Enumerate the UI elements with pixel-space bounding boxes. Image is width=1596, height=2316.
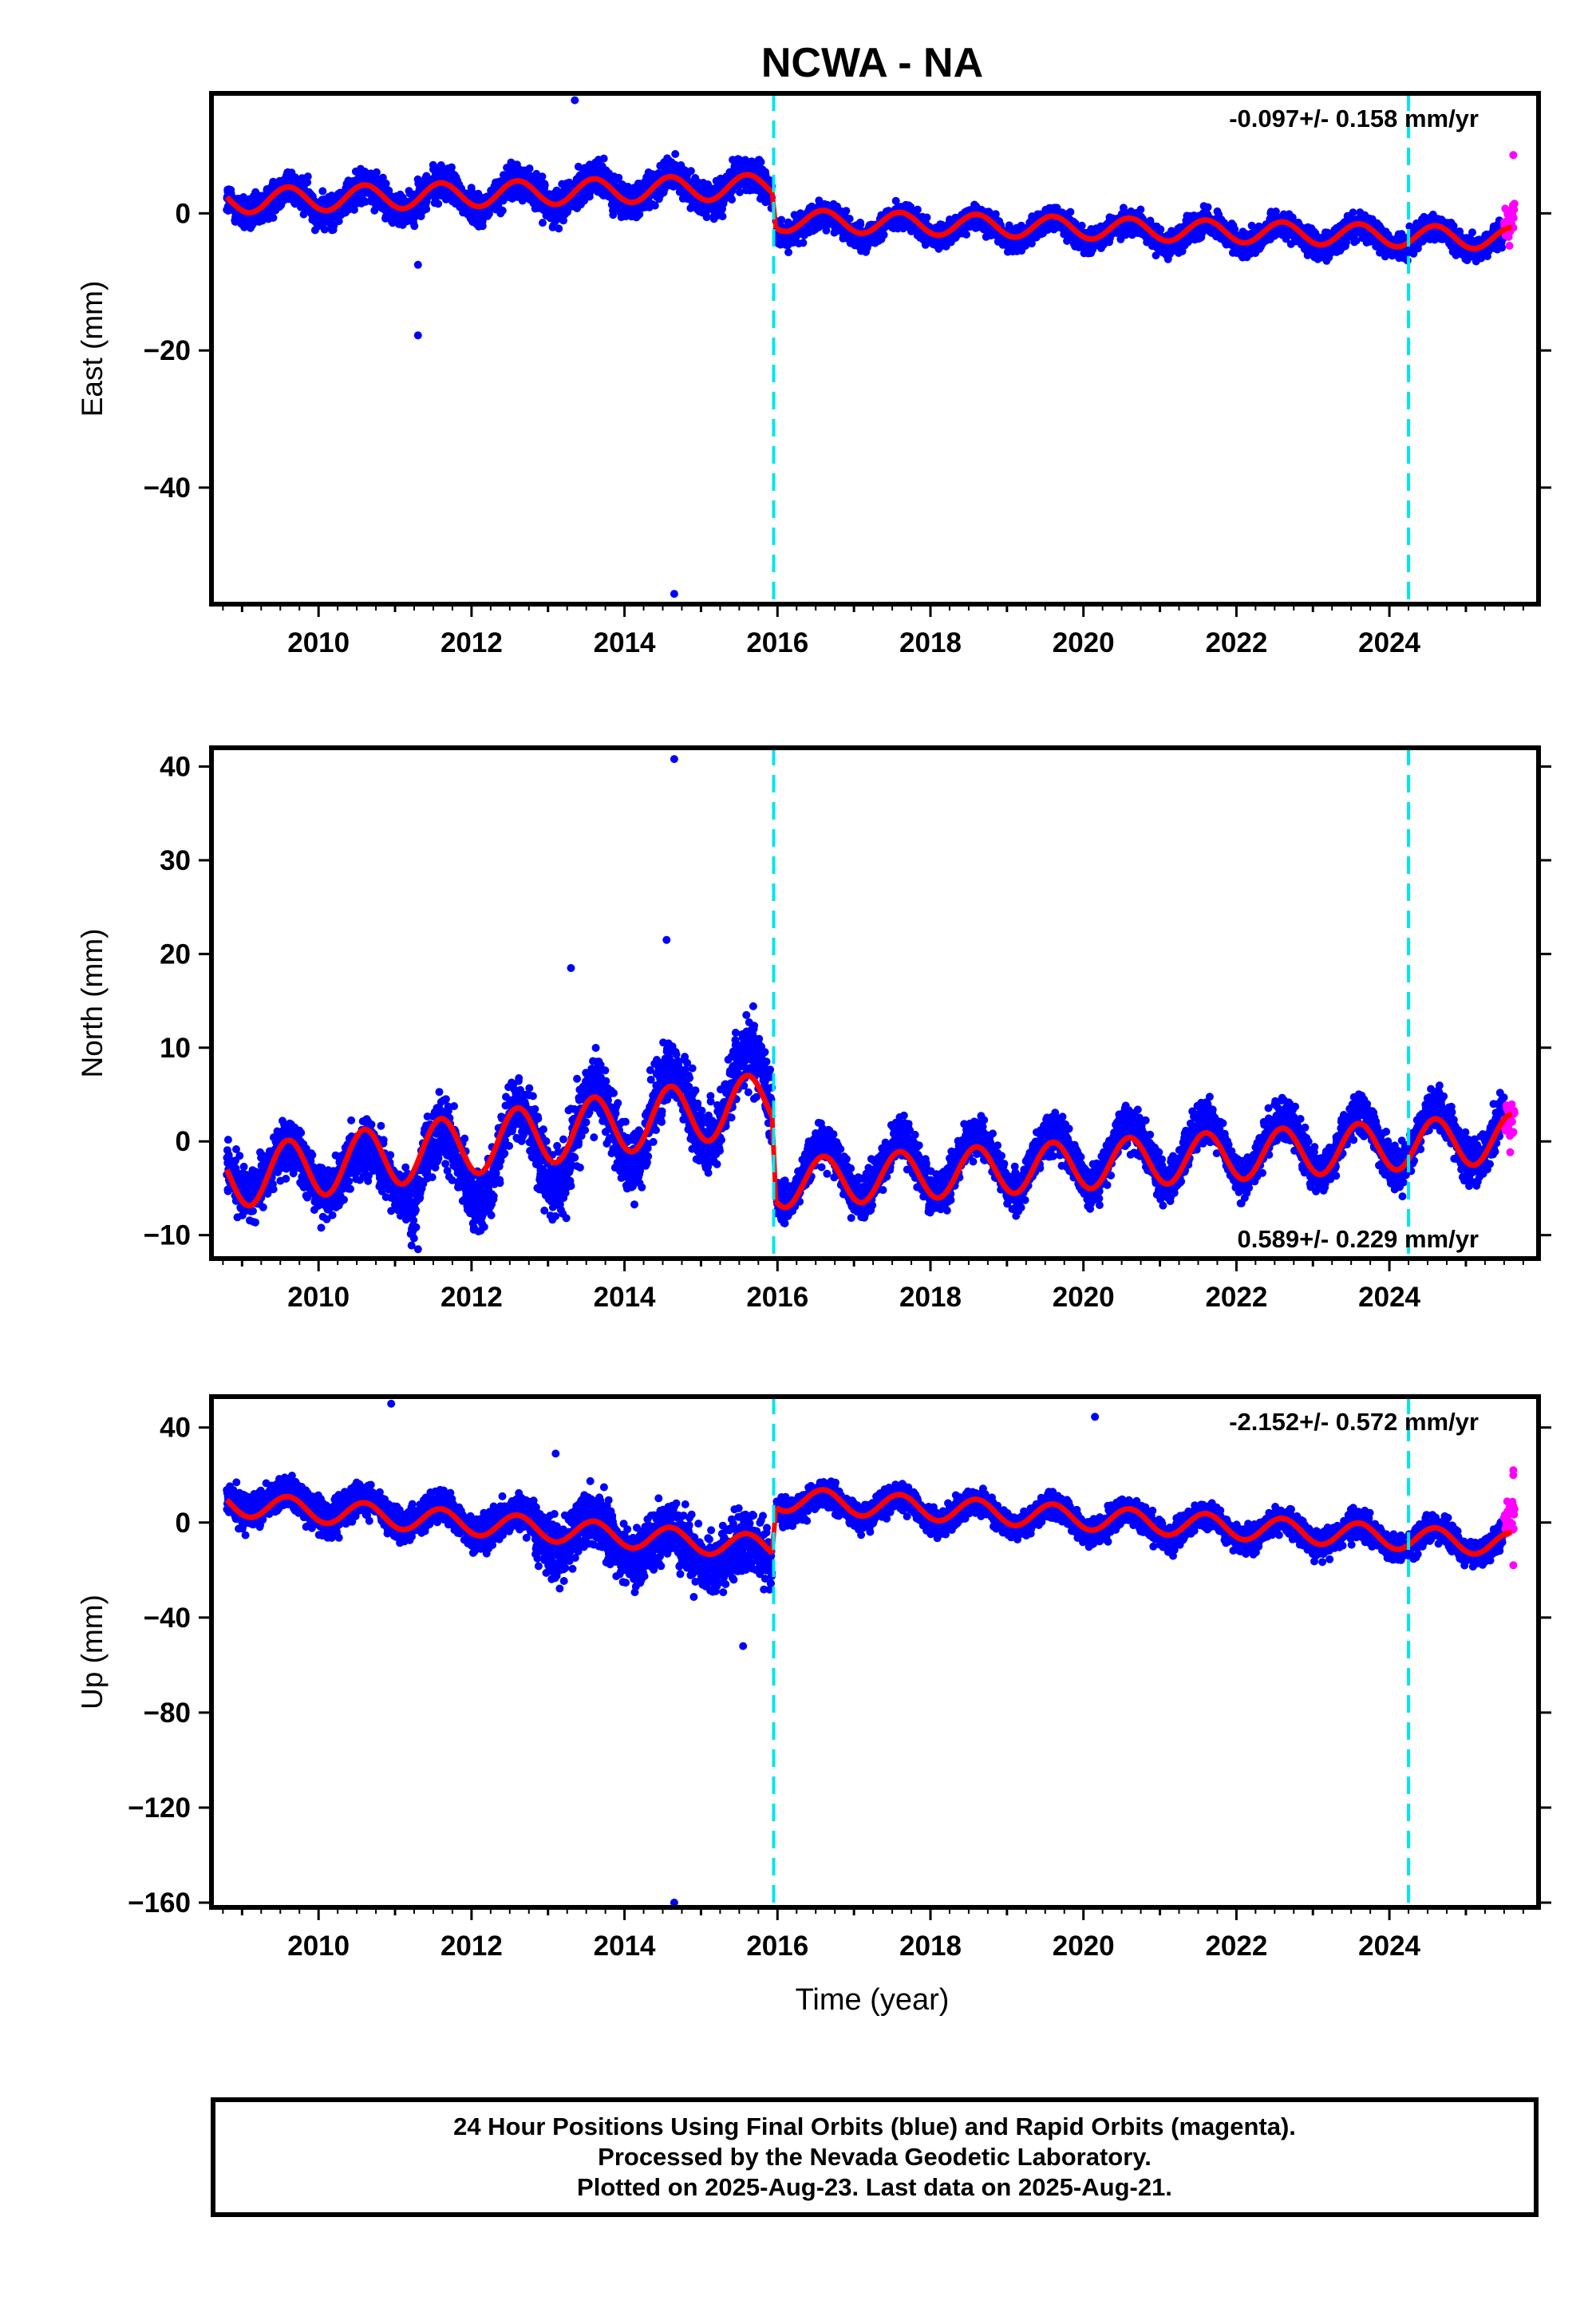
model-fit-line xyxy=(224,172,774,216)
y-axis-label: Up (mm) xyxy=(76,1595,109,1709)
plot-area xyxy=(223,748,1519,1259)
caption-line-1: 24 Hour Positions Using Final Orbits (bl… xyxy=(453,2112,1296,2140)
y-tick-label: 10 xyxy=(160,1033,191,1064)
panel-2: 2010 2012 2014 2016 2018 2020 2022 202440302010… xyxy=(76,745,1551,1313)
y-tick-label: 40 xyxy=(160,1413,191,1444)
y-tick-label: −40 xyxy=(144,472,191,504)
rate-label: -0.097+/- 0.158 mm/yr xyxy=(1229,105,1479,132)
y-tick-label: −20 xyxy=(144,335,191,366)
final-orbit-points xyxy=(223,1399,1508,1907)
x-axis-label: Time (year) xyxy=(796,1983,950,2017)
x-tick-label: 2024 xyxy=(1358,1931,1420,1962)
y-tick-label: −10 xyxy=(144,1220,191,1251)
y-tick-label: −40 xyxy=(144,1603,191,1634)
x-tick-label: 2022 xyxy=(1205,1282,1267,1313)
x-tick-label: 2020 xyxy=(1053,627,1115,658)
x-tick-label: 2012 xyxy=(440,1282,503,1313)
x-tick-label: 2018 xyxy=(899,1282,962,1313)
x-tick-label: 2010 xyxy=(287,1931,350,1962)
y-tick-label: 0 xyxy=(176,198,191,229)
x-tick-label: 2016 xyxy=(746,627,808,658)
plot-area xyxy=(223,1397,1519,1907)
panel-3: 2010 2012 2014 2016 2018 2020 2022 2024 40 0 −40 −8… xyxy=(76,1394,1551,1962)
x-tick-label: 2022 xyxy=(1205,627,1267,658)
y-tick-label: 20 xyxy=(160,939,191,970)
y-axis-label: East (mm) xyxy=(76,281,109,417)
x-tick-label: 2012 xyxy=(440,627,503,658)
model-fit-line xyxy=(773,1111,1513,1211)
model-fit-line xyxy=(774,1487,1513,1557)
x-tick-label: 2020 xyxy=(1053,1282,1115,1313)
figure-title: NCWA - NA xyxy=(761,40,983,86)
rapid-orbit-points xyxy=(1499,1466,1519,1570)
y-tick-label: −80 xyxy=(144,1697,191,1729)
rapid-orbit-points xyxy=(1499,151,1519,250)
model-fit-line xyxy=(224,1493,774,1558)
rate-label: 0.589+/- 0.229 mm/yr xyxy=(1238,1225,1479,1253)
x-tick-label: 2010 xyxy=(287,627,350,658)
y-tick-label: −160 xyxy=(128,1887,191,1919)
plot-area xyxy=(223,93,1519,604)
x-tick-label: 2016 xyxy=(746,1931,808,1962)
y-tick-label: 0 xyxy=(176,1126,191,1157)
x-tick-label: 2020 xyxy=(1053,1931,1115,1962)
x-tick-label: 2022 xyxy=(1205,1931,1267,1962)
x-tick-label: 2024 xyxy=(1358,627,1420,658)
y-tick-label: −120 xyxy=(128,1792,191,1824)
x-tick-label: 2014 xyxy=(594,1282,656,1313)
caption-line-3: Plotted on 2025-Aug-23. Last data on 202… xyxy=(577,2173,1172,2201)
y-tick-label: 30 xyxy=(160,845,191,876)
y-tick-label: 0 xyxy=(176,1508,191,1539)
rate-label: -2.152+/- 0.572 mm/yr xyxy=(1229,1408,1479,1436)
plot-frame xyxy=(209,745,1541,1261)
x-tick-label: 2024 xyxy=(1358,1282,1420,1313)
x-tick-label: 2018 xyxy=(899,1931,962,1962)
x-tick-label: 2010 xyxy=(287,1282,350,1313)
caption-line-2: Processed by the Nevada Geodetic Laborat… xyxy=(598,2143,1152,2171)
final-orbit-points xyxy=(223,96,1508,599)
final-orbit-points xyxy=(223,755,1508,1254)
x-tick-label: 2012 xyxy=(440,1931,503,1962)
x-tick-label: 2018 xyxy=(899,627,962,658)
caption-box: 24 Hour Positions Using Final Orbits (bl… xyxy=(211,2097,1539,2217)
model-fit-line xyxy=(224,1073,775,1209)
plot-frame xyxy=(209,1394,1541,1910)
x-tick-label: 2016 xyxy=(746,1282,808,1313)
panel-1: 2010 2012 2014 2016 2018 2020 2022 2024 0 −20 −40 E… xyxy=(76,91,1551,658)
y-tick-label: 40 xyxy=(160,751,191,782)
x-tick-label: 2014 xyxy=(594,1931,656,1962)
plot-frame xyxy=(209,91,1541,607)
x-tick-label: 2014 xyxy=(594,627,656,658)
y-axis-label: North (mm) xyxy=(76,928,109,1077)
rapid-orbit-points xyxy=(1499,1100,1519,1156)
model-fit-line xyxy=(774,207,1513,252)
chart-panels: 2010 2012 2014 2016 2018 2020 2022 20240−20−40E… xyxy=(76,91,1551,1962)
